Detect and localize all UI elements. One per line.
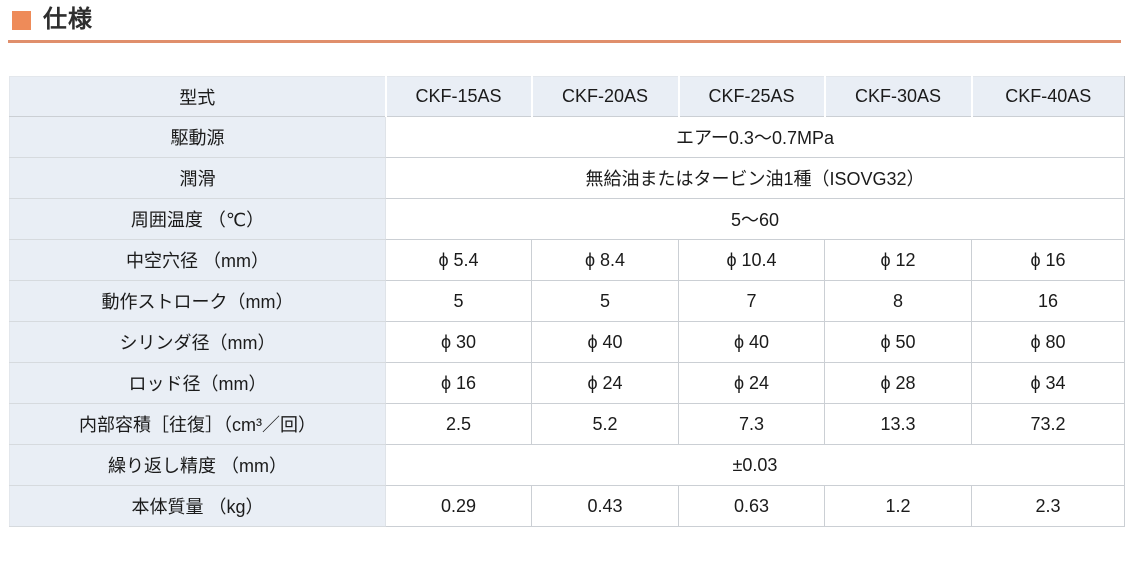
table-row-rod-diameter: ロッド径（mm） ϕ 16 ϕ 24 ϕ 24 ϕ 28 ϕ 34	[9, 362, 1125, 404]
spec-value: ϕ 28	[824, 362, 972, 404]
row-label: 繰り返し精度 （mm）	[9, 444, 386, 486]
orange-square-bullet-icon	[12, 10, 31, 30]
spec-value: 0.63	[678, 485, 825, 527]
row-label: シリンダ径（mm）	[9, 321, 386, 363]
table-row-body-mass: 本体質量 （kg） 0.29 0.43 0.63 1.2 2.3	[9, 485, 1125, 527]
spec-value: 13.3	[824, 403, 972, 445]
spec-value: ϕ 50	[824, 321, 972, 363]
spec-value-merged: ±0.03	[385, 444, 1125, 486]
column-header-ckf-20as: CKF-20AS	[531, 76, 680, 117]
spec-value: ϕ 30	[385, 321, 532, 363]
row-label: 本体質量 （kg）	[9, 485, 386, 527]
table-row-cylinder-diameter: シリンダ径（mm） ϕ 30 ϕ 40 ϕ 40 ϕ 50 ϕ 80	[9, 321, 1125, 363]
table-row-hollow-hole-diameter: 中空穴径 （mm） ϕ 5.4 ϕ 8.4 ϕ 10.4 ϕ 12 ϕ 16	[9, 239, 1125, 281]
table-header-row: 型式 CKF-15AS CKF-20AS CKF-25AS CKF-30AS C…	[9, 76, 1125, 117]
spec-value: 0.43	[531, 485, 679, 527]
spec-value: 2.5	[385, 403, 532, 445]
spec-value-merged: エアー0.3〜0.7MPa	[385, 116, 1125, 158]
section-header: 仕様	[12, 7, 93, 33]
table-row-ambient-temperature: 周囲温度 （℃） 5〜60	[9, 198, 1125, 240]
section-underline	[8, 40, 1121, 43]
column-header-ckf-30as: CKF-30AS	[824, 76, 973, 117]
column-header-model: 型式	[9, 76, 387, 117]
spec-value-merged: 無給油またはタービン油1種（ISOVG32）	[385, 157, 1125, 199]
spec-value: ϕ 24	[678, 362, 825, 404]
spec-value: 5	[531, 280, 679, 322]
spec-value: ϕ 16	[385, 362, 532, 404]
row-label: 動作ストローク（mm）	[9, 280, 386, 322]
spec-value: ϕ 80	[971, 321, 1125, 363]
page-title: 仕様	[43, 6, 93, 33]
spec-value: ϕ 12	[824, 239, 972, 281]
row-label: 駆動源	[9, 116, 386, 158]
table-row-internal-volume: 内部容積［往復］（cm³／回） 2.5 5.2 7.3 13.3 73.2	[9, 403, 1125, 445]
spec-value: 5.2	[531, 403, 679, 445]
column-header-ckf-40as: CKF-40AS	[971, 76, 1125, 117]
table-row-lubrication: 潤滑 無給油またはタービン油1種（ISOVG32）	[9, 157, 1125, 199]
row-label: 潤滑	[9, 157, 386, 199]
spec-value: 1.2	[824, 485, 972, 527]
row-label: 中空穴径 （mm）	[9, 239, 386, 281]
table-row-operating-stroke: 動作ストローク（mm） 5 5 7 8 16	[9, 280, 1125, 322]
row-label: 内部容積［往復］（cm³／回）	[9, 403, 386, 445]
table-row-drive-source: 駆動源 エアー0.3〜0.7MPa	[9, 116, 1125, 158]
spec-value: ϕ 10.4	[678, 239, 825, 281]
spec-value: ϕ 34	[971, 362, 1125, 404]
spec-value: ϕ 5.4	[385, 239, 532, 281]
spec-value: 7.3	[678, 403, 825, 445]
spec-value: ϕ 24	[531, 362, 679, 404]
spec-value: ϕ 8.4	[531, 239, 679, 281]
column-header-ckf-25as: CKF-25AS	[678, 76, 826, 117]
spec-value: 2.3	[971, 485, 1125, 527]
spec-value: 0.29	[385, 485, 532, 527]
spec-value: ϕ 40	[678, 321, 825, 363]
spec-value: 5	[385, 280, 532, 322]
spec-value: 7	[678, 280, 825, 322]
spec-value-merged: 5〜60	[385, 198, 1125, 240]
spec-value: ϕ 16	[971, 239, 1125, 281]
row-label: ロッド径（mm）	[9, 362, 386, 404]
spec-value: ϕ 40	[531, 321, 679, 363]
spec-value: 8	[824, 280, 972, 322]
row-label: 周囲温度 （℃）	[9, 198, 386, 240]
table-row-repeatability: 繰り返し精度 （mm） ±0.03	[9, 444, 1125, 486]
spec-value: 73.2	[971, 403, 1125, 445]
spec-table: 型式 CKF-15AS CKF-20AS CKF-25AS CKF-30AS C…	[9, 76, 1125, 527]
spec-value: 16	[971, 280, 1125, 322]
column-header-ckf-15as: CKF-15AS	[385, 76, 533, 117]
